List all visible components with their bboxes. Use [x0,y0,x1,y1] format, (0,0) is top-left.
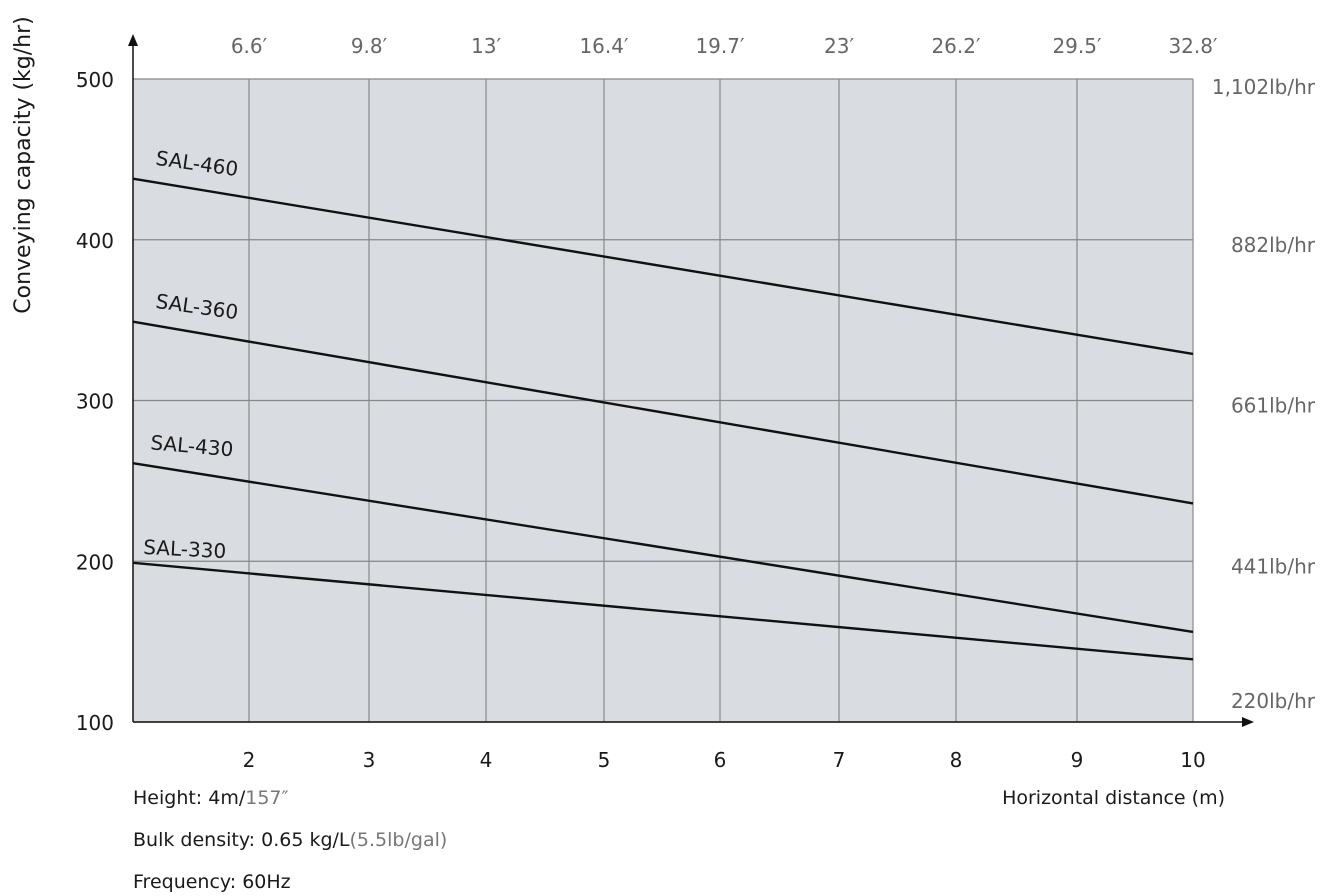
right-tick-label: 220lb/hr [1231,689,1316,713]
y-tick-label: 400 [76,229,114,253]
top-tick-label: 16.4′ [579,34,629,58]
top-tick-label: 6.6′ [231,34,268,58]
x-tick-label: 2 [243,748,256,772]
top-tick-label: 19.7′ [695,34,745,58]
axes [128,34,1254,727]
x-axis-arrow [1242,717,1254,727]
series-line-sal-360 [132,320,1194,505]
top-tick-label: 26.2′ [931,34,981,58]
right-tick-label: 661lb/hr [1231,394,1316,418]
tick-labels: 2 3 4 5 6 7 8 9 10 100 200 300 400 500 6.6′ 9.8′ 13′ 16.4… [76,34,1316,772]
frequency-label: Frequency: 60Hz [133,871,291,893]
x-axis-label: Horizontal distance (m) [1002,787,1225,809]
top-tick-label: 23′ [824,34,854,58]
x-tick-label: 5 [598,748,611,772]
top-tick-label: 29.5′ [1052,34,1102,58]
right-tick-label: 1,102lb/hr [1212,75,1316,99]
density-label: Bulk density: 0.65 kg/L [133,829,350,851]
y-axis-arrow [128,34,138,46]
top-tick-label: 13′ [471,34,501,58]
y-tick-label: 200 [76,550,114,574]
x-tick-label: 7 [833,748,846,772]
y-tick-label: 300 [76,390,114,414]
y-tick-label: 500 [76,68,114,92]
x-tick-label: 4 [480,748,493,772]
top-tick-label: 32.8′ [1168,34,1218,58]
x-tick-label: 6 [714,748,727,772]
series-line-sal-430 [132,462,1194,634]
right-tick-label: 882lb/hr [1231,233,1316,257]
x-tick-label: 3 [363,748,376,772]
height-label: Height: 4m/ [133,787,246,809]
y-tick-label: 100 [76,711,114,735]
top-tick-label: 9.8′ [351,34,388,58]
series-line-sal-330 [132,561,1194,661]
frequency-note: Frequency: 60Hz [133,871,291,893]
x-tick-label: 9 [1071,748,1084,772]
height-secondary: 157″ [245,787,289,809]
x-tick-label: 8 [950,748,963,772]
density-note: Bulk density: 0.65 kg/L(5.5lb/gal) [133,829,447,851]
series-label-sal-330: SAL-330 [143,535,227,563]
density-secondary: (5.5lb/gal) [349,829,448,851]
series-line-sal-460 [132,177,1194,356]
right-tick-label: 441lb/hr [1231,554,1316,578]
height-note: Height: 4m/157″ [133,787,289,809]
y-axis-label: Conveying capacity (kg/hr) [11,16,36,314]
x-tick-label: 10 [1180,748,1205,772]
